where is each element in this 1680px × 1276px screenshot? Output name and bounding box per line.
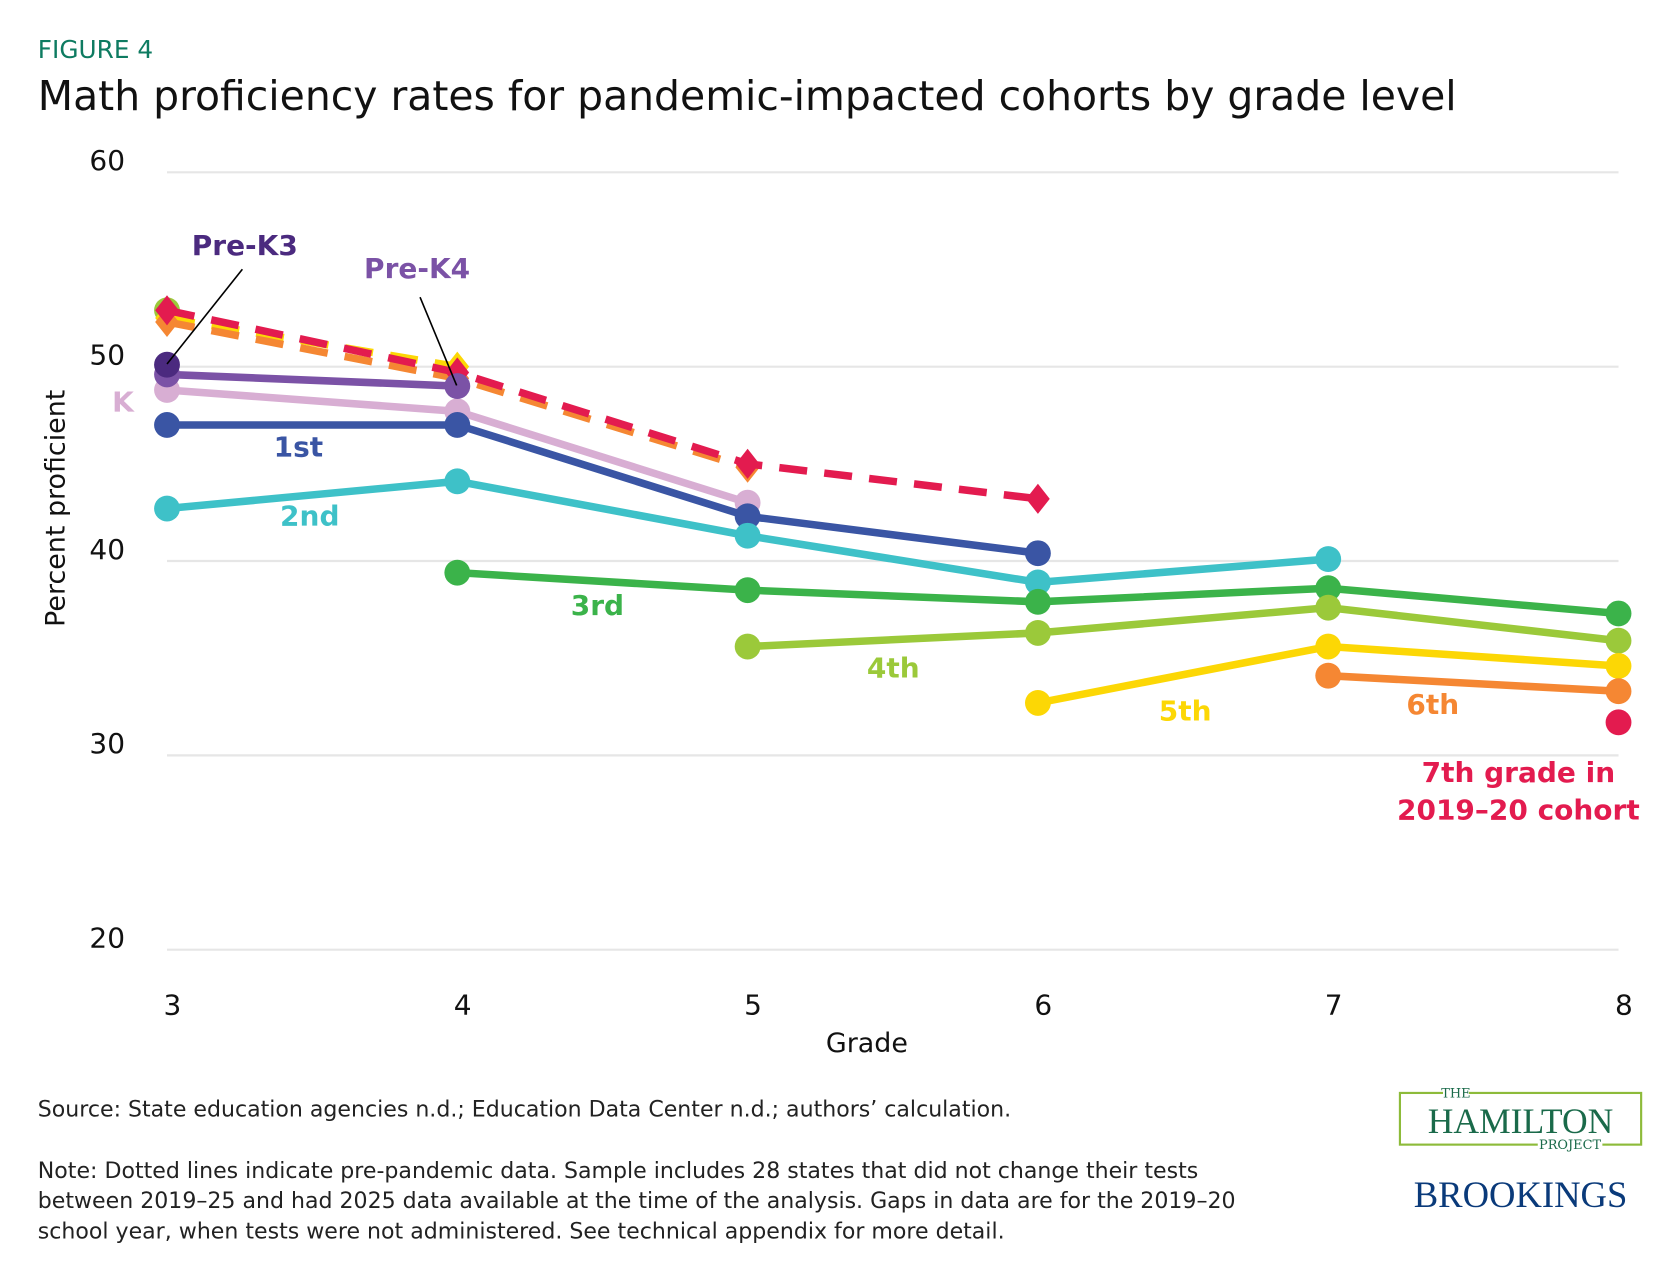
- series-pre-pandemic-13: [155, 295, 1050, 514]
- y-tick-label: 30: [89, 727, 125, 760]
- x-tick-label: 8: [1615, 988, 1633, 1021]
- series-4th: [734, 594, 1632, 660]
- data-point: [734, 503, 761, 530]
- brookings-logo: BROOKINGS: [1414, 1174, 1628, 1215]
- data-point-diamond: [155, 295, 179, 326]
- y-axis-label: Percent proficient: [41, 390, 72, 627]
- label-pre-k3: Pre-K3: [192, 229, 298, 262]
- series-2nd: [154, 468, 1342, 596]
- data-point: [734, 633, 761, 660]
- series-line: [166, 306, 1039, 503]
- label-6th: 6th: [1406, 688, 1459, 721]
- data-point: [1605, 600, 1632, 627]
- label-k: K: [112, 385, 135, 418]
- series-3rd: [444, 559, 1632, 627]
- svg-text:THE: THE: [1441, 1086, 1470, 1101]
- figure-label: FIGURE 4: [38, 35, 153, 64]
- data-point: [1315, 594, 1342, 621]
- y-axis-ticks: 20 30 40 50 60: [89, 144, 125, 954]
- note-line-2: between 2019–25 and had 2025 data availa…: [38, 1189, 1236, 1214]
- data-point: [1315, 546, 1342, 572]
- series-6th: [1315, 662, 1632, 705]
- label-3rd: 3rd: [571, 589, 624, 622]
- data-point: [1315, 575, 1342, 602]
- data-point: [444, 559, 471, 586]
- series-line: [167, 421, 1039, 557]
- pre-k4-leader-line: [419, 296, 458, 386]
- data-point: [1024, 569, 1051, 596]
- data-point: [734, 577, 761, 604]
- series-line: [747, 603, 1619, 651]
- source-note: Source: State education agencies n.d.; E…: [38, 1098, 1011, 1123]
- y-tick-label: 40: [89, 533, 125, 566]
- data-point: [1605, 627, 1632, 654]
- label-1st: 1st: [274, 431, 324, 464]
- label-2nd: 2nd: [280, 499, 339, 532]
- hamilton-project-logo: THE HAMILTON PROJECT: [1398, 1085, 1643, 1153]
- data-point: [154, 351, 180, 378]
- data-point: [1024, 540, 1051, 567]
- note-line-1: Note: Dotted lines indicate pre-pandemic…: [38, 1159, 1198, 1184]
- data-point: [1605, 709, 1632, 736]
- svg-text:PROJECT: PROJECT: [1539, 1138, 1601, 1153]
- chart-title: Math proficiency rates for pandemic-impa…: [38, 72, 1457, 120]
- data-point: [1024, 588, 1051, 615]
- series-1st: [154, 412, 1051, 567]
- y-tick-label: 60: [89, 144, 125, 177]
- data-point: [444, 412, 471, 438]
- y-tick-label: 20: [89, 922, 125, 955]
- y-tick-label: 50: [89, 338, 125, 371]
- label-4th: 4th: [867, 651, 920, 684]
- x-tick-label: 3: [163, 988, 181, 1021]
- label-7th-line1: 7th grade in: [1422, 756, 1616, 789]
- series-labels: Pre-K3 Pre-K4 K 1st 2nd 3rd 4th 5th 6th …: [112, 229, 1640, 826]
- data-point: [444, 468, 471, 495]
- data-point: [154, 412, 180, 438]
- x-axis-label: Grade: [826, 1028, 908, 1059]
- data-point: [1605, 678, 1632, 705]
- data-point: [734, 522, 761, 549]
- series-line: [166, 370, 458, 390]
- data-point-diamond: [735, 448, 760, 479]
- x-tick-label: 4: [454, 988, 472, 1021]
- label-5th: 5th: [1159, 694, 1212, 727]
- pre-k3-leader-line: [166, 268, 244, 365]
- svg-text:HAMILTON: HAMILTON: [1428, 1101, 1613, 1141]
- x-tick-label: 6: [1034, 988, 1052, 1021]
- x-tick-label: 7: [1325, 988, 1343, 1021]
- series-pre-k3: [154, 351, 180, 378]
- series-7th-grade-in-2019-20-cohort: [1605, 709, 1632, 736]
- x-tick-label: 5: [744, 988, 762, 1021]
- x-axis-ticks: 3 4 5 6 7 8: [163, 988, 1632, 1021]
- data-point: [1024, 689, 1051, 716]
- data-point: [1024, 620, 1051, 646]
- data-point: [444, 373, 471, 400]
- series-line: [1328, 671, 1619, 695]
- plot-area: [154, 295, 1632, 736]
- label-7th-line2: 2019–20 cohort: [1397, 793, 1640, 826]
- data-point: [1315, 633, 1342, 660]
- note-line-3: school year, when tests were not adminis…: [38, 1219, 1005, 1244]
- data-point: [154, 495, 180, 522]
- data-point-diamond: [1026, 483, 1050, 514]
- data-point: [1605, 653, 1632, 679]
- series-5th: [1024, 633, 1632, 716]
- data-point: [1315, 662, 1342, 689]
- label-pre-k4: Pre-K4: [364, 252, 470, 285]
